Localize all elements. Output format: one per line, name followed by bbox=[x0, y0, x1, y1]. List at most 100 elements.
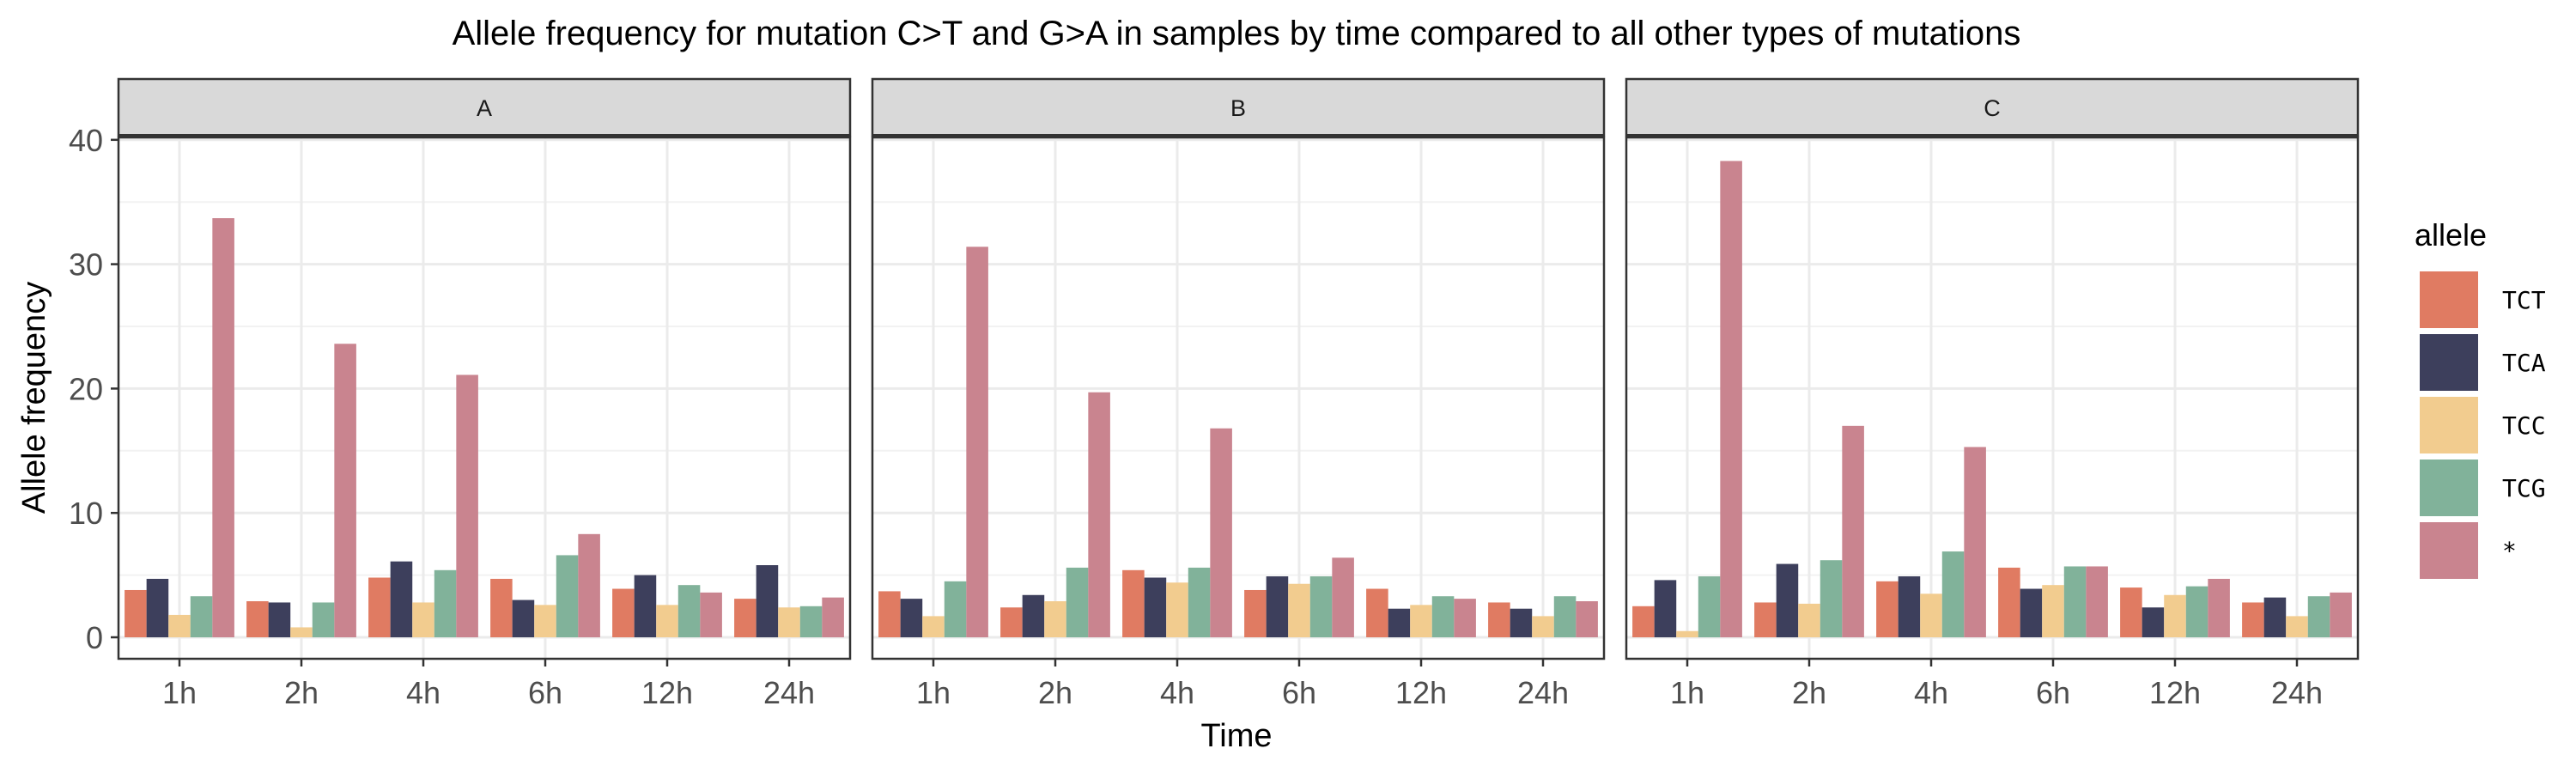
legend-key bbox=[2420, 522, 2478, 579]
y-tick-label: 40 bbox=[69, 123, 103, 158]
bar-b-6h-tct bbox=[1244, 589, 1267, 637]
bar-c-12h-tct bbox=[2120, 587, 2142, 637]
bar-c-24h-tcg bbox=[2307, 596, 2330, 637]
bar-b-12h-tca bbox=[1388, 608, 1411, 637]
x-tick-label: 1h bbox=[162, 675, 197, 710]
x-tick-label: 4h bbox=[406, 675, 440, 710]
bar-b-2h-tcg bbox=[1066, 567, 1089, 637]
facet-panel-c: C 1h 2h 4h 6h 12h 24h bbox=[1625, 77, 2360, 710]
bar-a-2h-tcg bbox=[312, 602, 335, 637]
facet-strip-label: A bbox=[477, 95, 492, 121]
y-tick-label: 20 bbox=[69, 371, 103, 406]
bar-a-1h-tct bbox=[125, 589, 147, 637]
bar-c-24h-tct bbox=[2242, 602, 2264, 637]
bar-a-24h-tct bbox=[734, 599, 756, 637]
plot-layer: A 1h 2h 4h 6h 12h 24h B 1h 2h 4h 6h 12h 24h C 1h 2h 4h 6h 1… bbox=[69, 77, 2360, 710]
bar-b-1h-other bbox=[966, 247, 988, 637]
chart-title: Allele frequency for mutation C>T and G>… bbox=[453, 15, 2021, 52]
bar-c-6h-tcg bbox=[2063, 566, 2087, 637]
x-tick-label: 12h bbox=[641, 675, 693, 710]
bar-c-24h-tcc bbox=[2286, 616, 2308, 637]
bar-a-4h-tca bbox=[390, 561, 413, 637]
bar-c-12h-tcc bbox=[2164, 594, 2186, 637]
bar-b-4h-tct bbox=[1122, 569, 1145, 637]
bar-b-2h-tca bbox=[1022, 594, 1045, 637]
bar-b-6h-tcg bbox=[1309, 576, 1333, 637]
legend-key bbox=[2420, 271, 2478, 328]
legend-key bbox=[2420, 397, 2478, 453]
bar-c-2h-tca bbox=[1776, 563, 1799, 637]
legend-item-tct: TCT bbox=[2420, 271, 2546, 328]
y-axis-title: Allele frequency bbox=[16, 282, 52, 514]
bar-c-6h-tca bbox=[2020, 588, 2043, 637]
x-tick-label: 12h bbox=[1395, 675, 1447, 710]
bar-a-12h-tct bbox=[612, 588, 635, 637]
x-tick-label: 2h bbox=[1038, 675, 1072, 710]
facet-strip bbox=[117, 77, 852, 137]
bar-c-1h-tca bbox=[1654, 580, 1677, 637]
bar-c-2h-tcc bbox=[1798, 603, 1820, 637]
bar-c-2h-tcg bbox=[1820, 560, 1843, 637]
bar-b-4h-tca bbox=[1144, 577, 1167, 637]
panel-background bbox=[118, 137, 850, 659]
x-tick-label: 4h bbox=[1160, 675, 1194, 710]
legend-key bbox=[2420, 460, 2478, 516]
legend: TCT TCA TCC TCG * bbox=[2420, 271, 2546, 579]
bar-c-12h-tca bbox=[2142, 607, 2165, 637]
x-tick-label: 4h bbox=[1914, 675, 1948, 710]
legend-label: TCG bbox=[2502, 474, 2546, 502]
bar-a-12h-other bbox=[700, 592, 722, 637]
legend-label: * bbox=[2502, 537, 2517, 565]
bar-b-12h-tct bbox=[1366, 588, 1388, 637]
legend-item-other: * bbox=[2420, 522, 2517, 579]
bar-a-1h-tcg bbox=[190, 596, 213, 637]
bar-b-24h-tca bbox=[1510, 608, 1533, 637]
bar-c-4h-tcg bbox=[1941, 551, 1965, 637]
legend-label: TCA bbox=[2502, 349, 2546, 377]
bar-a-4h-other bbox=[456, 374, 478, 637]
facet-strip bbox=[871, 77, 1606, 137]
bar-c-4h-other bbox=[1964, 447, 1986, 637]
bar-a-12h-tcc bbox=[656, 605, 678, 637]
x-tick-label: 2h bbox=[1792, 675, 1826, 710]
x-tick-label: 24h bbox=[2271, 675, 2323, 710]
y-tick-label: 0 bbox=[86, 620, 103, 655]
bar-a-24h-tca bbox=[756, 565, 779, 637]
legend-item-tca: TCA bbox=[2420, 334, 2546, 391]
bar-a-2h-tct bbox=[246, 601, 269, 637]
bar-a-6h-other bbox=[578, 533, 600, 637]
legend-item-tcg: TCG bbox=[2420, 460, 2546, 516]
bar-c-6h-tcc bbox=[2042, 585, 2064, 637]
bar-c-1h-other bbox=[1720, 161, 1742, 638]
bar-a-12h-tcg bbox=[677, 585, 701, 637]
bar-b-24h-other bbox=[1576, 601, 1598, 637]
panel-background bbox=[872, 137, 1604, 659]
x-tick-label: 6h bbox=[1282, 675, 1316, 710]
x-tick-label: 24h bbox=[763, 675, 815, 710]
bar-a-6h-tct bbox=[490, 578, 513, 637]
bar-b-6h-other bbox=[1332, 557, 1354, 637]
bar-a-4h-tct bbox=[368, 577, 391, 637]
panel-background bbox=[1626, 137, 2358, 659]
bar-c-12h-tcg bbox=[2185, 586, 2208, 637]
x-tick-label: 12h bbox=[2149, 675, 2201, 710]
facet-strip bbox=[1625, 77, 2360, 137]
legend-item-tcc: TCC bbox=[2420, 397, 2546, 453]
bar-b-2h-tcc bbox=[1044, 601, 1066, 637]
bar-b-1h-tct bbox=[878, 591, 901, 637]
y-axis: 0 10 20 30 40 bbox=[69, 123, 118, 655]
facet-panel-a: A 1h 2h 4h 6h 12h 24h bbox=[117, 77, 852, 710]
bar-b-1h-tcc bbox=[922, 616, 945, 637]
legend-label: TCC bbox=[2502, 411, 2546, 440]
bar-c-1h-tcg bbox=[1698, 576, 1721, 637]
bar-a-6h-tcg bbox=[556, 555, 579, 637]
bar-b-2h-other bbox=[1088, 392, 1110, 637]
bar-a-2h-tcc bbox=[290, 627, 313, 637]
bar-c-12h-other bbox=[2208, 578, 2230, 637]
bar-a-1h-tcc bbox=[168, 614, 191, 637]
bar-c-6h-tct bbox=[1998, 567, 2020, 637]
bar-b-4h-other bbox=[1210, 428, 1232, 637]
x-tick-label: 1h bbox=[1670, 675, 1704, 710]
x-tick-label: 2h bbox=[284, 675, 319, 710]
